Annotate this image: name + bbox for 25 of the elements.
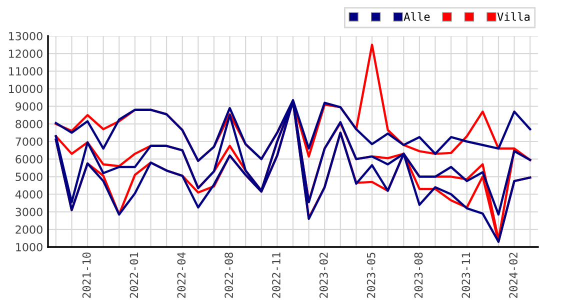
y-tick-label: 4000	[15, 190, 42, 199]
y-tick-label: 6000	[16, 155, 42, 164]
y-tick-label: 11000	[9, 67, 42, 76]
x-tick-label: 2023-05	[366, 252, 376, 298]
x-tick-label: 2023-11	[462, 252, 470, 298]
x-tick-label: 2022-08	[224, 252, 234, 298]
x-tick-label: 2022-04	[177, 252, 186, 298]
y-tick-label: 13000	[9, 32, 42, 40]
y-tick-label: 7000	[16, 137, 42, 146]
legend-label: Villa	[497, 12, 530, 21]
y-tick-label: 12000	[9, 50, 42, 58]
x-tick-label: 2021-10	[82, 252, 91, 298]
y-tick-label: 9000	[16, 102, 42, 111]
x-tick-label: 2023-08	[414, 252, 423, 298]
y-tick-label: 10000	[9, 84, 42, 94]
x-tick-label: 2023-02	[319, 252, 328, 298]
legend-label: Alle	[404, 12, 430, 21]
x-tick-label: 2022-01	[130, 252, 138, 298]
x-tick-label: 2022-11	[272, 252, 280, 298]
y-tick-label: 2000	[16, 225, 42, 234]
y-tick-label: 3000	[16, 208, 42, 216]
x-tick-label: 2024-02	[509, 252, 518, 298]
y-tick-label: 5000	[16, 172, 42, 182]
y-tick-label: 1000	[16, 242, 42, 252]
y-tick-label: 8000	[16, 120, 42, 128]
